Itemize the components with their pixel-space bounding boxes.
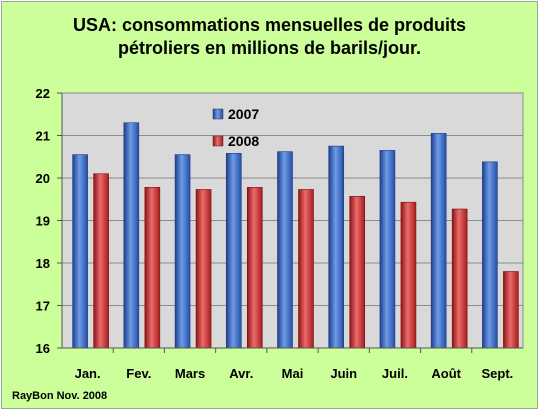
x-tick-label: Mars bbox=[175, 366, 205, 381]
y-tick-label: 18 bbox=[36, 256, 50, 271]
legend-swatch-2007 bbox=[212, 108, 224, 120]
x-tick-label: Sept. bbox=[481, 366, 513, 381]
bar-2007 bbox=[482, 161, 498, 349]
y-tick-label: 16 bbox=[36, 341, 50, 356]
bar-2007 bbox=[277, 151, 293, 349]
legend-label-2007: 2007 bbox=[228, 106, 259, 122]
bar-2008 bbox=[93, 173, 109, 349]
bar-2007 bbox=[225, 153, 242, 349]
chart-title: USA: consommations mensuelles de produit… bbox=[2, 14, 537, 60]
bar-2008 bbox=[246, 187, 263, 349]
x-tick-label: Juin bbox=[330, 366, 357, 381]
bar-2008 bbox=[298, 189, 314, 349]
x-tick-label: Avr. bbox=[229, 366, 253, 381]
x-tick-label: Juil. bbox=[382, 366, 408, 381]
x-tick-label: Fev. bbox=[126, 366, 151, 381]
legend-swatch-2008 bbox=[212, 135, 224, 147]
bar-2007 bbox=[174, 154, 191, 349]
bar-2008 bbox=[349, 195, 366, 349]
y-tick-label: 22 bbox=[36, 86, 50, 101]
bar-2007 bbox=[72, 154, 88, 349]
chart-title-line-1: USA: consommations mensuelles de produit… bbox=[72, 15, 467, 35]
bar-2007 bbox=[123, 122, 140, 349]
legend-label-2008: 2008 bbox=[228, 133, 259, 149]
x-tick-label: Mai bbox=[282, 366, 304, 381]
bar-2007 bbox=[379, 150, 396, 349]
bar-2007 bbox=[430, 133, 447, 349]
bar-2007 bbox=[328, 145, 345, 349]
chart-title-line-2: pétroliers en millions de barils/jour. bbox=[117, 38, 422, 58]
bar-2008 bbox=[451, 208, 468, 349]
credit-text: RayBon Nov. 2008 bbox=[12, 390, 108, 402]
y-tick-label: 17 bbox=[36, 299, 50, 314]
y-tick-label: 19 bbox=[36, 214, 50, 229]
bar-2008 bbox=[195, 189, 212, 349]
bar-2008 bbox=[144, 187, 161, 349]
x-tick-label: Août bbox=[431, 366, 461, 381]
bar-2008 bbox=[503, 271, 519, 349]
bar-2008 bbox=[400, 201, 417, 349]
y-tick-label: 20 bbox=[36, 171, 50, 186]
y-tick-label: 21 bbox=[36, 129, 50, 144]
x-tick-label: Jan. bbox=[75, 366, 101, 381]
